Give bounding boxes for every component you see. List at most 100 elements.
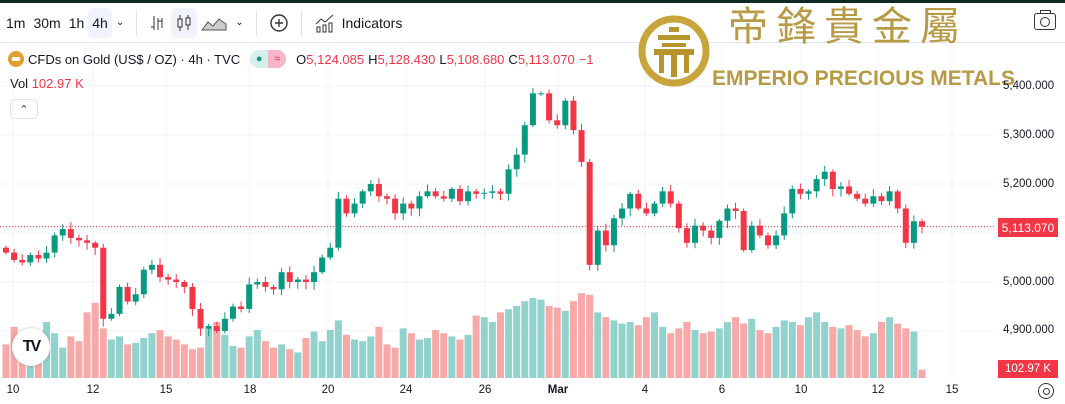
candle-body <box>619 208 626 219</box>
indicators-button[interactable]: Indicators <box>310 8 407 38</box>
candle <box>627 191 634 217</box>
volume-bar <box>164 336 172 378</box>
volume-bar <box>699 333 707 378</box>
candle <box>424 184 431 199</box>
price-tick: 5,200.000 <box>1003 178 1055 190</box>
price-tick: 5,000.000 <box>1003 276 1055 288</box>
chart-type-dropdown-chevron-icon[interactable]: ⌄ <box>235 17 244 28</box>
volume-label: Vol <box>10 76 29 91</box>
collapse-legend-chevron-up-icon[interactable]: ⌃ <box>10 99 38 119</box>
candle-body <box>837 186 844 189</box>
candle <box>140 266 147 299</box>
current-volume-label: 102.97 K <box>998 360 1058 378</box>
volume-bar <box>294 352 302 378</box>
volume-bar <box>837 328 845 378</box>
compare-symbol-plus-icon[interactable] <box>265 8 293 38</box>
volume-bar <box>845 325 853 378</box>
candle <box>546 89 553 124</box>
volume-bar <box>391 347 399 378</box>
candle <box>383 193 390 205</box>
candle <box>132 287 139 306</box>
volume-bar <box>399 328 407 378</box>
candle <box>294 277 301 289</box>
candle-body <box>302 279 309 282</box>
candle <box>521 121 528 163</box>
candle <box>213 321 220 333</box>
interval-dropdown-chevron-icon[interactable]: ⌄ <box>115 17 125 28</box>
interval-4h[interactable]: 4h <box>88 7 112 38</box>
candle-body <box>651 203 658 214</box>
candle <box>124 282 131 305</box>
candle-body <box>781 213 788 236</box>
candle <box>51 232 58 258</box>
volume-bar <box>505 309 513 378</box>
volume-bar <box>861 336 869 378</box>
candle-body <box>157 264 164 278</box>
candle <box>359 189 366 209</box>
volume-bar <box>205 328 213 378</box>
candle <box>854 190 861 202</box>
candle-body <box>821 171 828 180</box>
bars-chart-type-icon[interactable] <box>145 8 171 38</box>
symbol-title[interactable]: CFDs on Gold (US$ / OZ) · 4h · TVC <box>28 51 241 67</box>
candle-body <box>538 93 545 95</box>
tradingview-logo[interactable]: TV <box>12 328 50 366</box>
candle <box>529 87 536 128</box>
candles-chart-type-icon[interactable] <box>171 7 198 38</box>
price-chart[interactable] <box>0 44 1065 384</box>
interval-1h[interactable]: 1h <box>68 14 85 31</box>
chart-settings-gear-icon[interactable] <box>1038 383 1054 399</box>
candle-body <box>319 257 326 273</box>
window-top-bar <box>0 0 1065 3</box>
volume-bar <box>83 312 91 378</box>
candle <box>862 193 869 207</box>
volume-bar <box>529 298 537 378</box>
candle-body <box>513 154 520 170</box>
candle-body <box>724 208 731 221</box>
volume-bar <box>456 339 464 378</box>
volume-bar <box>245 336 253 378</box>
candle <box>157 257 164 282</box>
interval-30m[interactable]: 30m <box>33 14 61 31</box>
candle-body <box>327 247 334 258</box>
price-tick: 4,900.000 <box>1003 324 1055 336</box>
candle <box>610 214 617 253</box>
volume-bar <box>537 299 545 378</box>
candle-body <box>100 247 107 319</box>
candle <box>35 250 42 263</box>
candle-body <box>627 193 634 209</box>
area-chart-type-icon[interactable] <box>197 8 231 38</box>
interval-1m[interactable]: 1m <box>6 14 26 31</box>
candle <box>481 188 488 200</box>
candle-body <box>643 208 650 214</box>
high-value: 5,128.430 <box>377 51 436 67</box>
candle <box>740 208 747 253</box>
candle <box>189 282 196 316</box>
volume-bar <box>229 346 237 378</box>
volume-bar <box>869 333 877 378</box>
volume-bar <box>472 315 480 378</box>
candle-body <box>11 252 18 260</box>
snapshot-camera-icon[interactable] <box>1034 10 1056 30</box>
candle <box>829 169 836 197</box>
volume-bar <box>75 341 83 378</box>
candle-body <box>19 259 26 263</box>
volume-bar <box>650 312 658 378</box>
candle <box>489 184 496 199</box>
volume-bar <box>67 336 75 378</box>
volume-bar <box>51 333 59 378</box>
volume-bar <box>2 344 10 378</box>
indicators-icon <box>315 14 333 32</box>
volume-bar <box>115 336 123 378</box>
volume-bar <box>448 336 456 378</box>
market-status-pill[interactable]: ● ≈ <box>250 50 287 68</box>
volume-bar <box>310 331 318 378</box>
volume-bar <box>594 312 602 378</box>
candle <box>343 195 350 217</box>
candle <box>311 265 318 290</box>
volume-bar <box>756 330 764 378</box>
candle-body <box>262 282 269 287</box>
volume-bar <box>675 328 683 378</box>
candle-body <box>805 191 812 194</box>
candle-body <box>797 188 804 194</box>
